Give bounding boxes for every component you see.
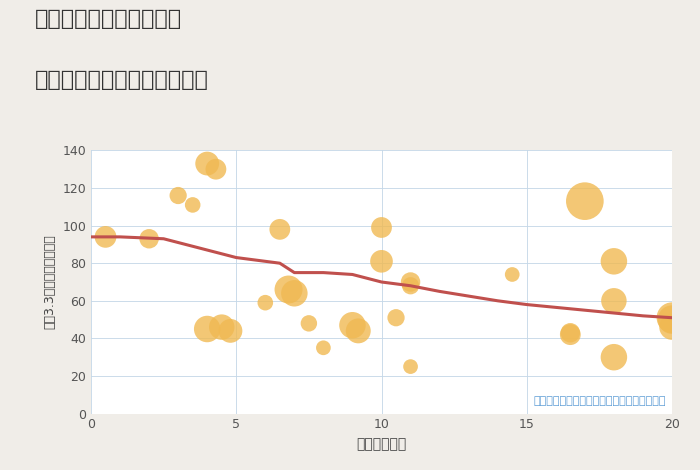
Point [260, 299, 271, 306]
X-axis label: 駅距離（分）: 駅距離（分） [356, 437, 407, 451]
Y-axis label: 坪（3.3㎡）単価（万円）: 坪（3.3㎡）単価（万円） [43, 235, 57, 329]
Point [565, 331, 576, 338]
Point [580, 197, 591, 205]
Point [303, 320, 314, 327]
Point [376, 224, 387, 231]
Point [187, 201, 198, 209]
Point [666, 316, 678, 323]
Point [391, 314, 402, 321]
Point [666, 314, 678, 321]
Point [376, 258, 387, 265]
Point [289, 290, 300, 297]
Point [405, 278, 416, 286]
Point [608, 297, 620, 305]
Point [405, 282, 416, 290]
Point [216, 323, 228, 331]
Point [608, 353, 620, 361]
Point [144, 235, 155, 243]
Point [202, 160, 213, 167]
Point [318, 344, 329, 352]
Point [353, 327, 364, 335]
Point [202, 325, 213, 333]
Text: 奈良県奈良市尼辻西町の: 奈良県奈良市尼辻西町の [35, 9, 182, 30]
Point [666, 323, 678, 331]
Text: 円の大きさは、取引のあった物件面積を示す: 円の大きさは、取引のあった物件面積を示す [533, 396, 666, 406]
Text: 駅距離別中古マンション価格: 駅距離別中古マンション価格 [35, 70, 209, 91]
Point [225, 327, 236, 335]
Point [283, 286, 294, 293]
Point [172, 192, 183, 199]
Point [507, 271, 518, 278]
Point [608, 258, 620, 265]
Point [210, 165, 221, 173]
Point [100, 233, 111, 241]
Point [346, 321, 358, 329]
Point [274, 226, 286, 233]
Point [565, 329, 576, 337]
Point [405, 363, 416, 370]
